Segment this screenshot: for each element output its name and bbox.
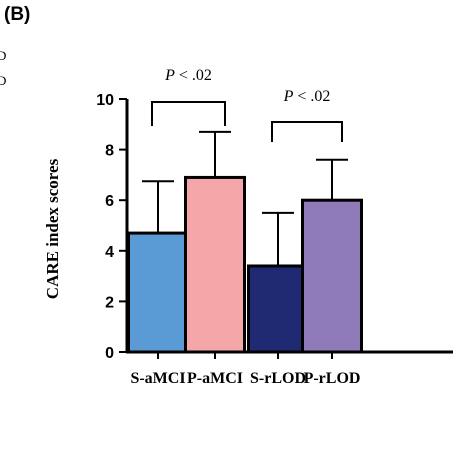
x-tick-label: S-aMCI — [130, 370, 185, 387]
x-tick-label: P-aMCI — [187, 370, 243, 387]
y-tick-label: 2 — [105, 294, 114, 311]
x-tick-label: S-rLOD — [250, 370, 306, 387]
axes — [125, 99, 453, 354]
y-tick-label: 8 — [105, 143, 114, 160]
significance-label-0: P < .02 — [164, 67, 212, 84]
bar-p-amci — [184, 175, 246, 354]
bar-p-rlod — [301, 198, 363, 354]
y-ticks: 0 2 4 6 8 10 — [96, 92, 127, 362]
bar-s-rlod — [247, 264, 309, 354]
cropped-legend-glyph-2: D — [0, 73, 6, 88]
error-bars — [142, 130, 348, 266]
y-tick-label: 10 — [96, 92, 114, 109]
bars — [127, 175, 363, 354]
panel-label: (B) — [4, 4, 30, 25]
significance-bracket-1 — [271, 121, 343, 142]
y-tick-label: 6 — [105, 193, 114, 210]
significance-annotations: P < .02 P < .02 — [151, 67, 343, 142]
significance-bracket-0 — [151, 101, 226, 126]
y-axis-title: CARE index scores — [43, 158, 62, 299]
significance-label-1: P < .02 — [283, 88, 331, 105]
y-tick-label: 4 — [105, 244, 114, 261]
bar-s-amci — [127, 231, 189, 354]
x-tick-label: P-rLOD — [304, 370, 361, 387]
y-tick-label: 0 — [105, 345, 114, 362]
cropped-legend-glyph-1: D — [0, 48, 6, 63]
